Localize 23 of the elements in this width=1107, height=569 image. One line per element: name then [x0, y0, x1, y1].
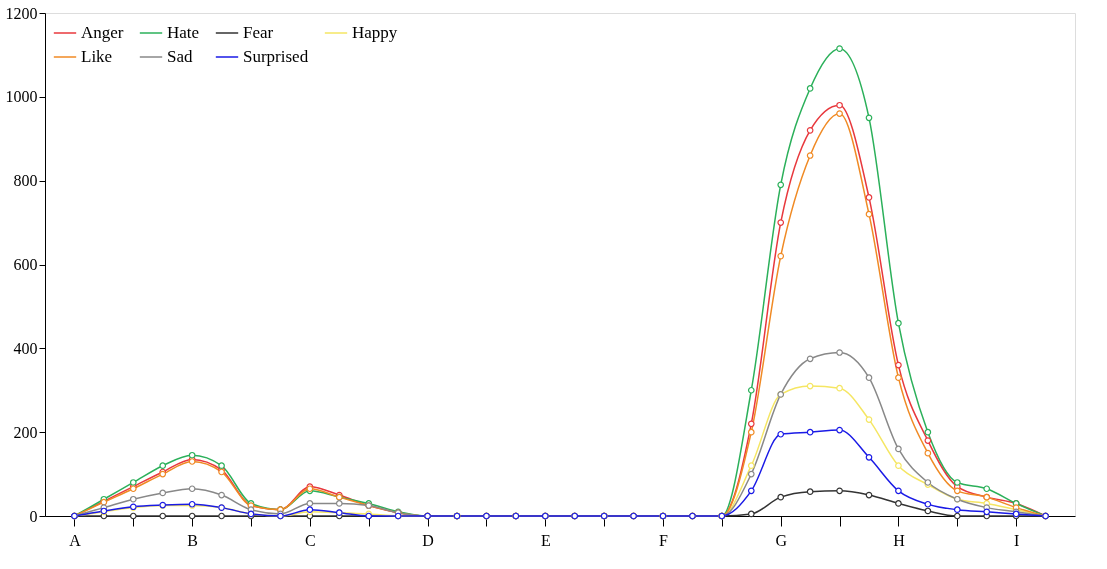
- legend-label: Anger: [81, 23, 124, 42]
- legend-label: Hate: [167, 23, 200, 42]
- x-tick-label: I: [1013, 531, 1020, 549]
- y-tick-label: 400: [13, 339, 38, 357]
- legend-label: Like: [81, 47, 113, 66]
- y-tick-label: 1000: [5, 88, 38, 106]
- y-tick-label: 600: [13, 256, 38, 273]
- y-tick-label: 200: [13, 423, 38, 441]
- y-tick-label: 800: [13, 172, 38, 190]
- x-tick-label: C: [305, 531, 316, 549]
- legend-label: Happy: [352, 23, 398, 42]
- x-tick-label: B: [187, 531, 198, 549]
- x-tick-label: F: [659, 531, 669, 549]
- legend-label: Surprised: [243, 47, 309, 66]
- x-tick-label: G: [775, 531, 788, 549]
- legend-label: Fear: [243, 23, 274, 42]
- legend-label: Sad: [167, 47, 193, 66]
- x-tick-label: H: [893, 531, 906, 549]
- x-tick-label: E: [540, 531, 551, 549]
- y-tick-label: 1200: [5, 4, 38, 22]
- y-tick-label: 0: [29, 507, 38, 525]
- x-tick-label: A: [69, 531, 82, 549]
- x-tick-label: D: [422, 531, 434, 549]
